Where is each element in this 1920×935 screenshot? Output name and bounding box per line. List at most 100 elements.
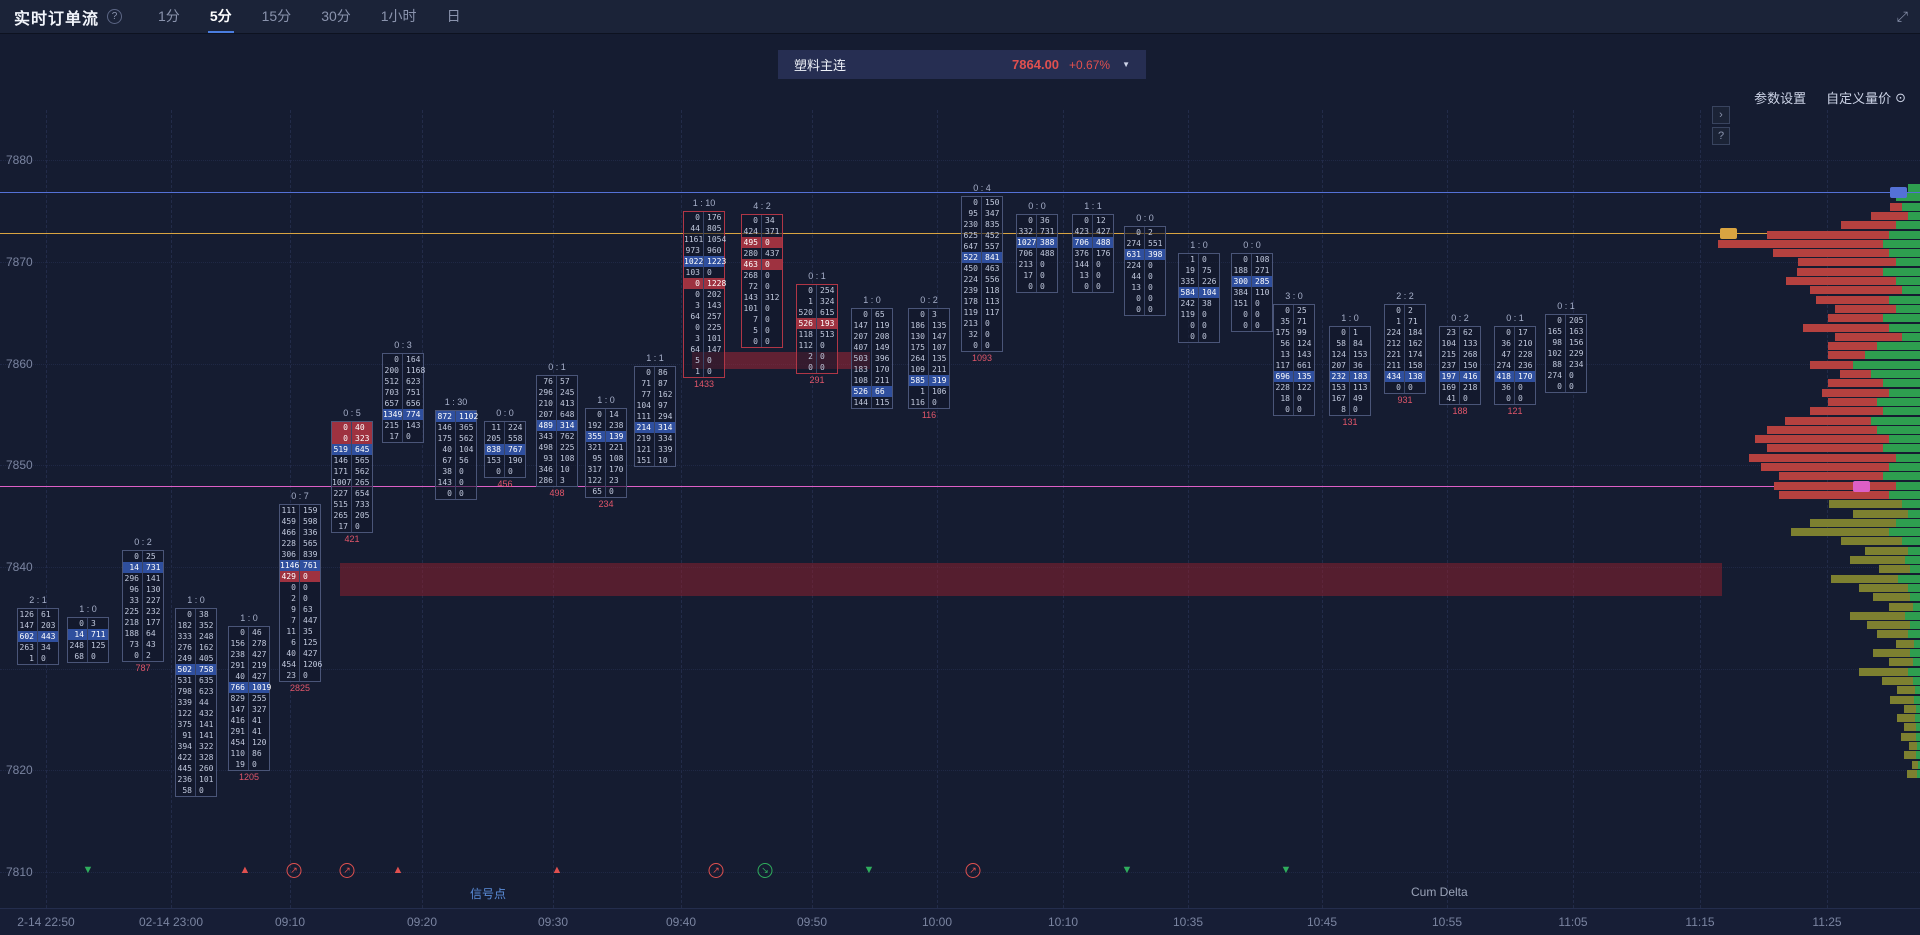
footprint-row: 0 38 [176, 609, 216, 620]
volume-profile-bar [1841, 537, 1920, 546]
ask-value: 141 [199, 731, 214, 740]
ask-value: 34 [41, 643, 51, 652]
footprint-row: 418 170 [1495, 371, 1535, 382]
bid-value: 973 [684, 245, 704, 256]
tab-30分[interactable]: 30分 [321, 7, 351, 24]
custom-volume-price-button[interactable]: 自定义量价 ⊙ [1826, 88, 1906, 107]
ask-value: 36 [1040, 216, 1050, 225]
profile-segment [1908, 667, 1920, 676]
volume-profile-bar [1810, 407, 1920, 416]
profile-segment [1916, 751, 1920, 760]
footprint-header: 0 : 0 [496, 408, 514, 418]
help-button[interactable]: ? [1712, 127, 1730, 145]
footprint-column: 0 : 3 0 164 200 1168 512 623 703 751 657 656 1349 77… [382, 340, 425, 443]
help-icon[interactable]: ? [107, 9, 123, 24]
ask-value: 0 [820, 363, 825, 372]
footprint-row: 210 413 [537, 398, 577, 409]
gridline-vertical [1700, 110, 1701, 908]
footprint-row: 175 107 [909, 342, 949, 353]
ask-value: 398 [1148, 250, 1163, 259]
x-axis-label: 11:15 [1685, 915, 1715, 929]
bid-value: 0 [1073, 215, 1093, 226]
footprint-row: 339 44 [176, 697, 216, 708]
ask-value: 0 [1518, 394, 1523, 403]
footprint-row: 376 176 [1073, 248, 1113, 259]
footprint-row: 144 0 [1073, 259, 1113, 270]
signal-marker: ↘ [757, 863, 773, 878]
footprint-box: 0 164 200 1168 512 623 703 751 657 656 1349 774 215 1… [382, 353, 425, 443]
bid-value: 218 [123, 617, 143, 628]
ask-value: 0 [508, 467, 513, 476]
ask-value: 124 [1297, 339, 1312, 348]
expand-icon[interactable]: ⤢ [1896, 8, 1908, 24]
footprint-row: 19 0 [229, 759, 269, 770]
bid-value: 394 [176, 741, 196, 752]
bid-value: 186 [909, 320, 929, 331]
bid-value: 227 [332, 488, 352, 499]
bid-value: 0 [1546, 315, 1566, 326]
gridline-horizontal [0, 364, 1920, 365]
footprint-row: 32 0 [962, 329, 1002, 340]
gridline-vertical [46, 110, 47, 908]
tab-5分[interactable]: 5分 [207, 0, 234, 33]
profile-segment [1841, 221, 1896, 230]
footprint-row: 463 0 [742, 259, 782, 270]
tab-日[interactable]: 日 [446, 7, 461, 24]
footprint-row: 213 0 [1017, 259, 1057, 270]
footprint-row: 0 12 [1073, 215, 1113, 226]
profile-segment [1902, 286, 1920, 295]
ask-value: 2 [146, 651, 151, 660]
footprint-row: 23 0 [280, 670, 320, 681]
ask-value: 661 [1297, 361, 1312, 370]
profile-segment [1910, 593, 1920, 602]
footprint-header: 1 : 0 [863, 295, 881, 305]
ask-value: 71 [1297, 317, 1307, 326]
volume-profile-bar [1767, 444, 1920, 453]
chevron-down-icon[interactable]: ▼ [1122, 60, 1130, 69]
bid-value: 306 [280, 549, 300, 560]
footprint-box: 0 254 1 324 520 615 526 193 118 513 112 0 2 0 0 0 [796, 284, 838, 374]
footprint-box: 0 46 156 278 238 427 291 219 40 427 766 1019 829 255 1… [228, 626, 271, 771]
ask-value: 268 [1463, 350, 1478, 359]
footprint-row: 103 0 [684, 267, 724, 278]
volume-band [340, 563, 1722, 596]
volume-profile-bar [1828, 397, 1920, 406]
bid-value: 274 [1125, 238, 1145, 249]
profile-segment [1913, 658, 1920, 667]
gridline-vertical [422, 110, 423, 908]
ask-value: 314 [658, 423, 673, 432]
profile-segment [1828, 351, 1865, 360]
instrument-selector[interactable]: 塑料主连 7864.00 +0.67% ▼ [778, 50, 1146, 79]
footprint-row: 375 141 [176, 719, 216, 730]
tab-15分[interactable]: 15分 [261, 7, 292, 24]
volume-profile-bar [1779, 472, 1920, 481]
footprint-row: 101 0 [742, 303, 782, 314]
footprint-row: 503 396 [852, 353, 892, 364]
tab-1小时[interactable]: 1小时 [380, 7, 417, 24]
settings-button[interactable]: 参数设置 [1754, 91, 1807, 106]
ask-value: 463 [985, 264, 1000, 273]
collapse-button[interactable]: › [1712, 106, 1730, 124]
footprint-row: 14 711 [68, 629, 108, 640]
bid-value: 153 [485, 455, 505, 466]
footprint-row: 224 556 [962, 274, 1002, 285]
ask-value: 447 [303, 616, 318, 625]
tab-1分[interactable]: 1分 [158, 7, 180, 24]
footprint-row: 584 104 [1179, 287, 1219, 298]
footprint-row: 7 447 [280, 615, 320, 626]
footprint-row: 40 427 [280, 648, 320, 659]
ask-value: 238 [609, 421, 624, 430]
footprint-row: 38 0 [436, 466, 476, 477]
bid-value: 0 [1330, 327, 1350, 338]
footprint-row: 175 562 [436, 433, 476, 444]
ask-value: 0 [1569, 371, 1574, 380]
bid-value: 64 [684, 311, 704, 322]
footprint-row: 111 159 [280, 505, 320, 516]
footprint-row: 495 0 [742, 237, 782, 248]
footprint-row: 520 615 [797, 307, 837, 318]
ask-value: 278 [252, 639, 267, 648]
